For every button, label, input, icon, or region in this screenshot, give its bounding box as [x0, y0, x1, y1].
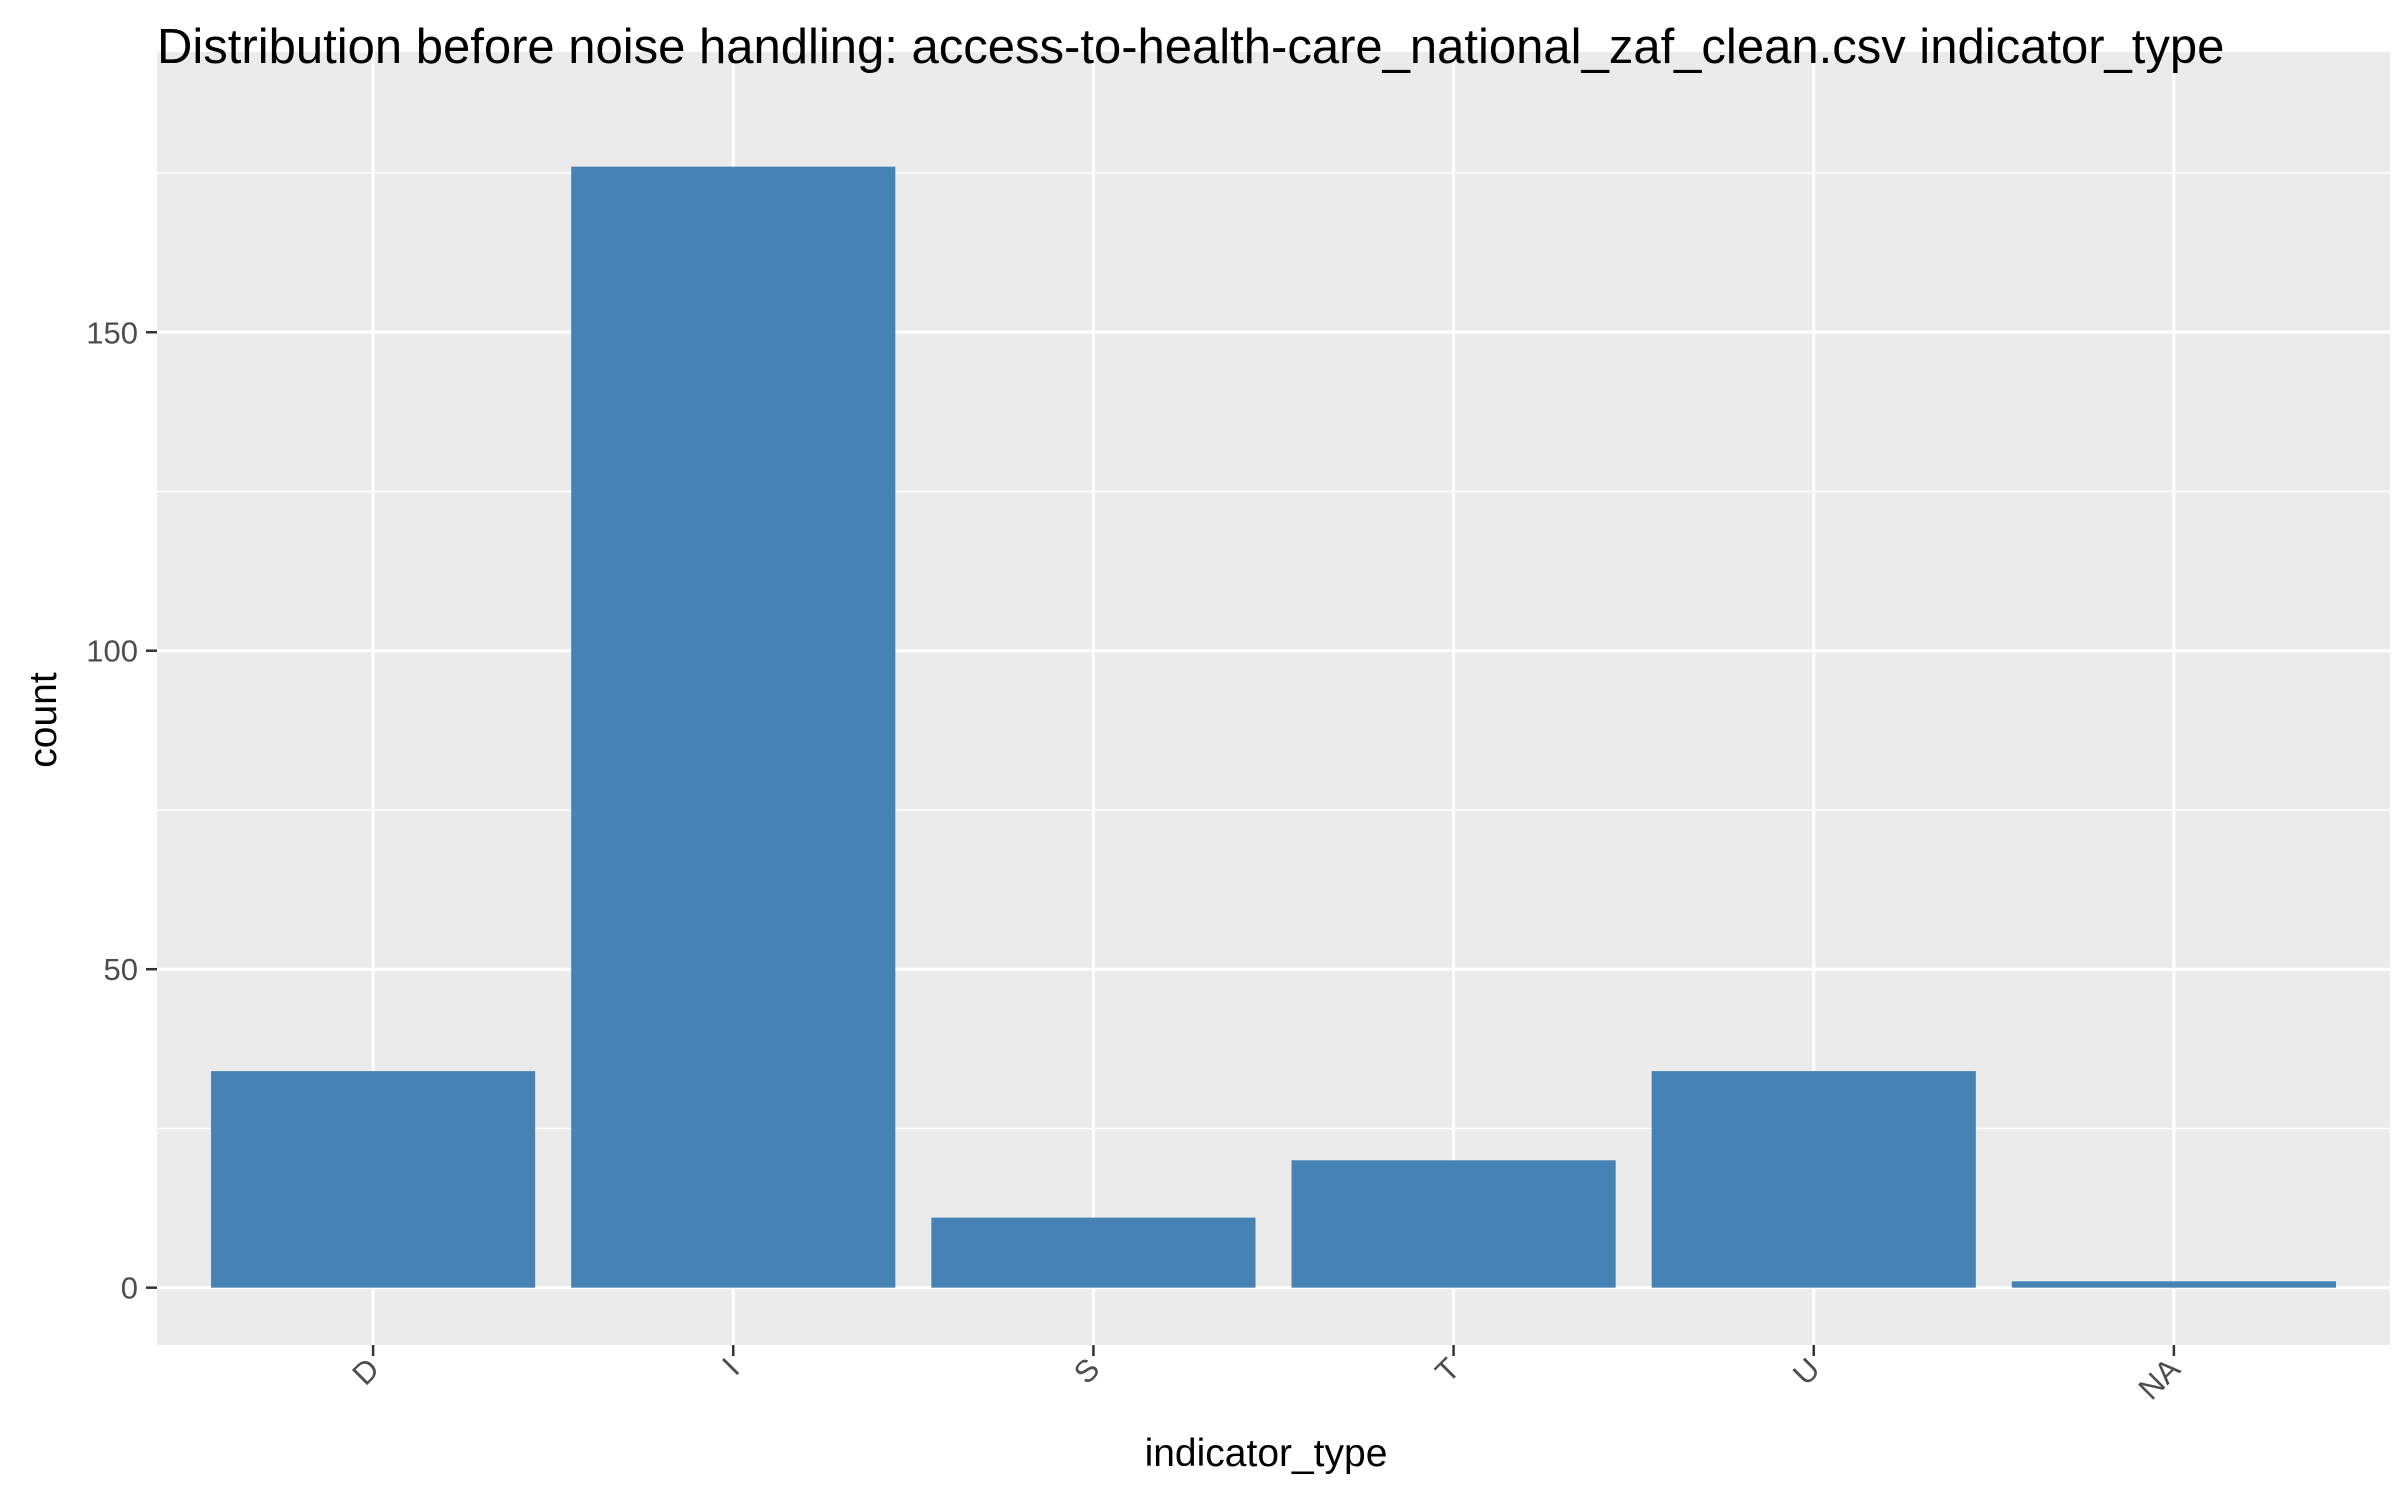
bar-u	[1651, 1071, 1976, 1288]
x-tick-label: NA	[2132, 1351, 2187, 1406]
x-tick-label: U	[1786, 1351, 1827, 1392]
y-tick-label: 50	[104, 952, 138, 987]
x-axis: D I S T U NA	[345, 1345, 2187, 1406]
chart-title: Distribution before noise handling: acce…	[157, 20, 2224, 74]
bar-t	[1291, 1160, 1616, 1288]
y-tick-label: 100	[86, 634, 138, 669]
bar-na	[2011, 1281, 2336, 1288]
x-tick-label: T	[1428, 1351, 1466, 1389]
bar-i	[571, 166, 896, 1288]
x-tick-label: I	[715, 1351, 746, 1382]
bars	[211, 166, 2336, 1288]
y-axis: 0 50 100 150	[86, 315, 157, 1306]
x-axis-title: indicator_type	[1145, 1432, 1388, 1475]
y-tick-label: 150	[86, 315, 138, 350]
y-axis-title: count	[22, 672, 65, 768]
bar-s	[931, 1217, 1256, 1288]
x-tick-label: D	[345, 1351, 386, 1392]
y-tick-label: 0	[121, 1271, 138, 1306]
x-tick-label: S	[1067, 1351, 1106, 1390]
bar-d	[211, 1071, 536, 1288]
